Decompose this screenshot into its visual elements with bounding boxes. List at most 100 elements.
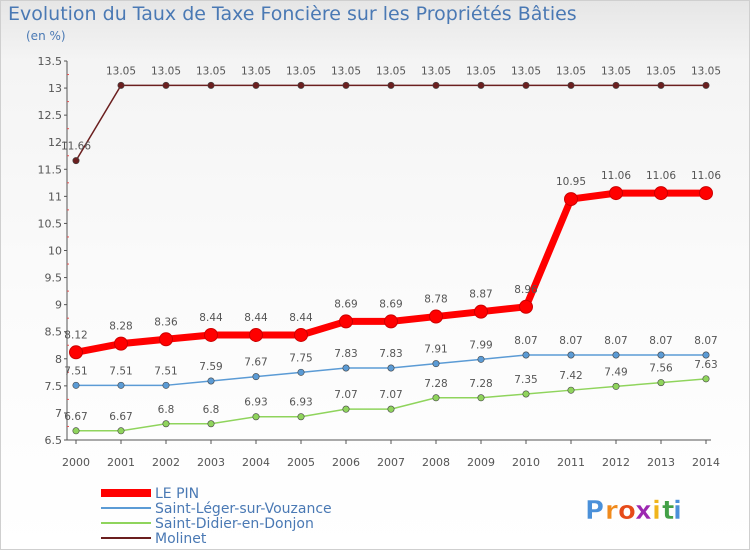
y-tick-label: 7: [55, 407, 62, 420]
data-point-saint-leger-sur-vouzance: [72, 381, 80, 389]
data-label-saint-didier-en-donjon: 7.63: [694, 359, 717, 371]
data-label-molinet: 13.05: [511, 65, 541, 77]
logo-letter: x: [635, 496, 652, 526]
series-layer: [69, 81, 713, 435]
logo-letter: r: [605, 496, 618, 526]
logo-letter: i: [673, 496, 682, 526]
data-label-saint-leger-sur-vouzance: 8.07: [559, 335, 582, 347]
data-point-molinet: [117, 81, 125, 89]
data-label-molinet: 13.05: [151, 65, 181, 77]
data-label-saint-leger-sur-vouzance: 7.67: [244, 357, 267, 369]
data-label-molinet: 13.05: [196, 65, 226, 77]
data-point-le-pin: [114, 336, 128, 351]
data-label-saint-didier-en-donjon: 7.49: [604, 366, 627, 378]
x-tick-label: 2008: [422, 456, 450, 469]
data-point-le-pin: [609, 186, 623, 201]
data-label-molinet: 13.05: [286, 65, 316, 77]
data-point-saint-didier-en-donjon: [117, 427, 125, 435]
data-label-saint-leger-sur-vouzance: 7.75: [289, 352, 312, 364]
data-label-saint-didier-en-donjon: 7.07: [334, 389, 357, 401]
data-point-molinet: [522, 81, 530, 89]
x-tick-label: 2012: [602, 456, 630, 469]
data-label-le-pin: 8.78: [424, 294, 447, 306]
data-label-saint-didier-en-donjon: 7.35: [514, 374, 537, 386]
data-point-saint-leger-sur-vouzance: [702, 351, 710, 359]
data-point-molinet: [162, 81, 170, 89]
data-label-saint-leger-sur-vouzance: 7.99: [469, 339, 492, 351]
legend-label-le-pin: LE PIN: [155, 486, 199, 502]
data-point-molinet: [432, 81, 440, 89]
data-point-molinet: [657, 81, 665, 89]
data-point-saint-didier-en-donjon: [252, 413, 260, 421]
chart-subtitle: (en %): [26, 29, 66, 43]
y-tick-label: 11.5: [38, 163, 63, 176]
legend: LE PINSaint-Léger-sur-VouzanceSaint-Didi…: [101, 486, 332, 547]
legend-label-saint-leger-sur-vouzance: Saint-Léger-sur-Vouzance: [155, 501, 332, 517]
data-point-saint-leger-sur-vouzance: [522, 351, 530, 359]
y-tick-label: 8.5: [45, 326, 63, 339]
data-label-le-pin: 8.28: [109, 321, 132, 333]
data-label-saint-didier-en-donjon: 6.8: [158, 404, 175, 416]
data-label-le-pin: 11.06: [601, 170, 631, 182]
data-point-le-pin: [564, 192, 578, 207]
data-label-molinet: 13.05: [646, 65, 676, 77]
data-label-molinet: 13.05: [556, 65, 586, 77]
data-label-molinet: 13.05: [601, 65, 631, 77]
chart-title: Evolution du Taux de Taxe Foncière sur l…: [8, 3, 577, 25]
x-tick-label: 2000: [62, 456, 90, 469]
x-tick-label: 2002: [152, 456, 180, 469]
data-label-molinet: 13.05: [376, 65, 406, 77]
logo-letter: o: [618, 496, 636, 526]
legend-label-molinet: Molinet: [155, 531, 207, 547]
y-tick-label: 10.5: [38, 217, 63, 230]
series-line-molinet: [75, 84, 707, 162]
data-point-saint-didier-en-donjon: [297, 413, 305, 421]
data-point-saint-leger-sur-vouzance: [657, 351, 665, 359]
data-label-saint-leger-sur-vouzance: 7.83: [334, 348, 357, 360]
data-label-le-pin: 8.44: [199, 312, 223, 324]
y-tick-label: 10: [48, 245, 62, 258]
data-point-saint-didier-en-donjon: [72, 427, 80, 435]
data-label-le-pin: 11.06: [646, 170, 676, 182]
data-labels-layer: 11.66 13.05 13.05 13.05 13.05 13.05 13.05 13.05…: [61, 65, 721, 422]
x-tick-label: 2011: [557, 456, 585, 469]
data-point-saint-didier-en-donjon: [567, 386, 575, 394]
data-point-saint-leger-sur-vouzance: [117, 381, 125, 389]
data-label-saint-didier-en-donjon: 7.56: [649, 363, 673, 375]
data-label-saint-didier-en-donjon: 6.67: [109, 411, 132, 423]
data-point-saint-didier-en-donjon: [207, 420, 215, 428]
y-tick-label: 13.5: [38, 55, 63, 68]
axes: 6.5 7 7.5 8 8.5 9 9.5 10 10.5 11 11.5 12 12.5 13 13.5 2…: [38, 55, 721, 469]
y-tick-label: 9.5: [45, 272, 63, 285]
data-point-saint-didier-en-donjon: [612, 382, 620, 390]
x-tick-label: 2003: [197, 456, 225, 469]
data-point-le-pin: [159, 332, 173, 347]
data-point-saint-didier-en-donjon: [342, 405, 350, 413]
data-point-le-pin: [339, 314, 353, 329]
data-label-saint-didier-en-donjon: 7.28: [469, 378, 492, 390]
x-tick-label: 2001: [107, 456, 135, 469]
data-label-le-pin: 8.44: [244, 312, 268, 324]
data-point-le-pin: [384, 314, 398, 329]
data-point-le-pin: [249, 327, 263, 342]
data-point-saint-didier-en-donjon: [162, 420, 170, 428]
data-point-saint-leger-sur-vouzance: [207, 377, 215, 385]
data-point-molinet: [297, 81, 305, 89]
data-label-saint-didier-en-donjon: 6.8: [203, 404, 220, 416]
data-point-le-pin: [69, 345, 83, 360]
data-point-saint-leger-sur-vouzance: [297, 368, 305, 376]
data-label-le-pin: 8.96: [514, 284, 538, 296]
data-label-saint-didier-en-donjon: 6.67: [64, 411, 87, 423]
x-tick-label: 2010: [512, 456, 540, 469]
data-point-molinet: [72, 157, 80, 165]
data-point-le-pin: [654, 186, 668, 201]
data-point-le-pin: [204, 327, 218, 342]
logo-letter: t: [662, 496, 674, 526]
data-point-saint-didier-en-donjon: [702, 375, 710, 383]
data-point-saint-leger-sur-vouzance: [567, 351, 575, 359]
data-label-saint-leger-sur-vouzance: 7.83: [379, 348, 402, 360]
data-label-saint-leger-sur-vouzance: 8.07: [604, 335, 627, 347]
data-label-saint-leger-sur-vouzance: 8.07: [649, 335, 672, 347]
